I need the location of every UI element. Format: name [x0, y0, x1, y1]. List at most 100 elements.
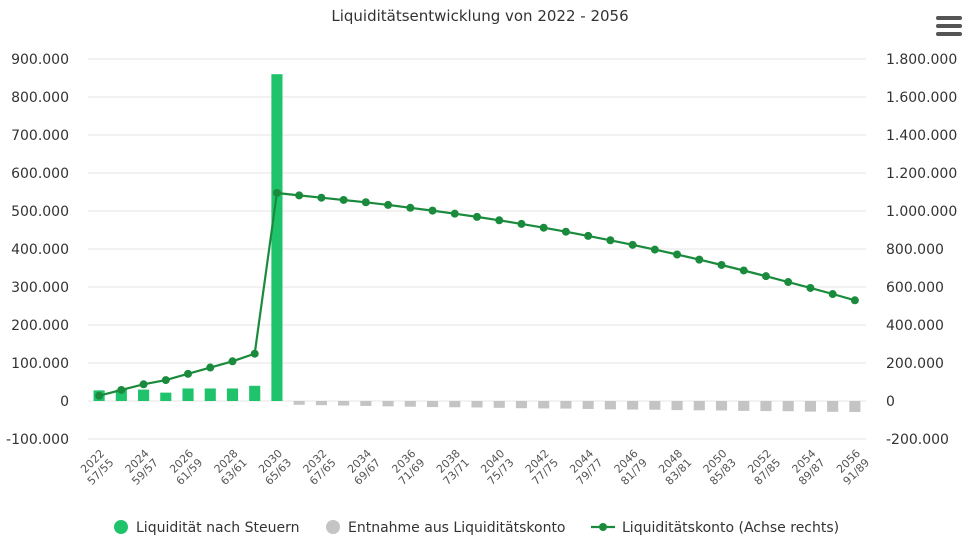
bar[interactable]	[760, 401, 772, 412]
bar[interactable]	[315, 401, 327, 406]
bar[interactable]	[138, 389, 150, 401]
bar[interactable]	[382, 401, 394, 407]
bar[interactable]	[493, 401, 505, 408]
line-point[interactable]	[850, 296, 859, 305]
line-point[interactable]	[95, 391, 104, 400]
line-point[interactable]	[139, 380, 148, 389]
hamburger-menu-icon[interactable]	[936, 16, 962, 38]
line-point[interactable]	[606, 236, 615, 245]
line-point[interactable]	[650, 245, 659, 254]
line-point[interactable]	[628, 240, 637, 249]
bar[interactable]	[115, 389, 127, 401]
bar[interactable]	[671, 401, 683, 411]
bar[interactable]	[182, 388, 194, 401]
bar[interactable]	[582, 401, 594, 409]
line-point[interactable]	[117, 385, 126, 394]
bars	[93, 74, 861, 413]
line-point[interactable]	[517, 219, 526, 228]
bar[interactable]	[538, 401, 550, 409]
line-point[interactable]	[739, 266, 748, 275]
bar[interactable]	[804, 401, 816, 412]
legend-item[interactable]: Liquiditätskonto (Achse rechts)	[591, 520, 839, 536]
legend-label: Liquiditätskonto (Achse rechts)	[622, 520, 839, 536]
chart-title: Liquiditätsentwicklung von 2022 - 2056	[331, 7, 629, 25]
line-point[interactable]	[695, 255, 704, 264]
line-point[interactable]	[561, 227, 570, 236]
bar[interactable]	[738, 401, 750, 411]
line-point[interactable]	[539, 223, 548, 232]
line-point[interactable]	[295, 191, 304, 200]
line-point[interactable]	[450, 209, 459, 218]
y-left-tick-label: 400.000	[11, 242, 69, 258]
bar[interactable]	[604, 401, 616, 410]
bar[interactable]	[426, 401, 439, 408]
line-point[interactable]	[317, 193, 326, 202]
line-point[interactable]	[784, 278, 793, 287]
bar[interactable]	[449, 401, 461, 408]
bar[interactable]	[338, 401, 350, 406]
bar[interactable]	[404, 401, 416, 407]
bar[interactable]	[782, 401, 794, 412]
y-right-tick-label: -200.000	[886, 432, 949, 448]
line-point[interactable]	[406, 203, 415, 212]
legend: Liquidität nach Steuern Entnahme aus Liqu…	[114, 520, 839, 536]
line-point[interactable]	[828, 290, 837, 299]
bar[interactable]	[627, 401, 639, 410]
legend-item[interactable]: Liquidität nach Steuern	[114, 520, 299, 536]
bar[interactable]	[715, 401, 728, 411]
y-right-tick-label: 1.600.000	[886, 90, 957, 106]
line-point[interactable]	[473, 212, 481, 221]
line-point[interactable]	[361, 198, 370, 207]
y-left-tick-label: 700.000	[11, 128, 69, 144]
line-point[interactable]	[228, 357, 237, 366]
y-right-tick-label: 600.000	[886, 280, 944, 296]
y-left-tick-label: 500.000	[11, 204, 69, 220]
line-point[interactable]	[384, 200, 393, 209]
line-series	[95, 188, 859, 400]
bar[interactable]	[160, 392, 172, 401]
line-point[interactable]	[428, 206, 437, 215]
line-point[interactable]	[339, 195, 348, 204]
bar[interactable]	[827, 401, 839, 412]
bar[interactable]	[693, 401, 705, 411]
bar[interactable]	[471, 401, 483, 408]
line-point[interactable]	[584, 231, 593, 240]
line-point[interactable]	[717, 260, 726, 269]
bar[interactable]	[649, 401, 661, 410]
line-point[interactable]	[806, 283, 815, 292]
bar[interactable]	[360, 401, 372, 406]
line-point[interactable]	[272, 188, 281, 197]
bar[interactable]	[226, 388, 239, 401]
line-point[interactable]	[673, 250, 682, 259]
bar[interactable]	[515, 401, 528, 409]
line-point[interactable]	[161, 376, 170, 385]
bar[interactable]	[560, 401, 572, 409]
legend-circle-symbol	[326, 520, 340, 534]
line-point[interactable]	[761, 272, 770, 281]
grid-lines	[88, 58, 866, 440]
legend-item[interactable]: Entnahme aus Liquiditätskonto	[326, 520, 566, 536]
y-right-tick-label: 400.000	[886, 318, 944, 334]
left-axis: -100.000 0 100.000 200.000 300.000 400.000 500…	[6, 52, 69, 448]
bar[interactable]	[204, 388, 216, 401]
line-point[interactable]	[184, 369, 193, 378]
y-right-tick-label: 1.400.000	[886, 128, 957, 144]
bar[interactable]	[249, 385, 261, 401]
bar[interactable]	[849, 401, 861, 413]
legend-label: Liquidität nach Steuern	[136, 520, 299, 536]
y-right-tick-label: 800.000	[886, 242, 944, 258]
bar[interactable]	[271, 74, 283, 401]
line-point[interactable]	[250, 349, 259, 358]
y-right-tick-label: 0	[886, 394, 895, 410]
line-point[interactable]	[495, 216, 504, 225]
bar[interactable]	[293, 401, 305, 405]
line-point[interactable]	[206, 363, 215, 372]
